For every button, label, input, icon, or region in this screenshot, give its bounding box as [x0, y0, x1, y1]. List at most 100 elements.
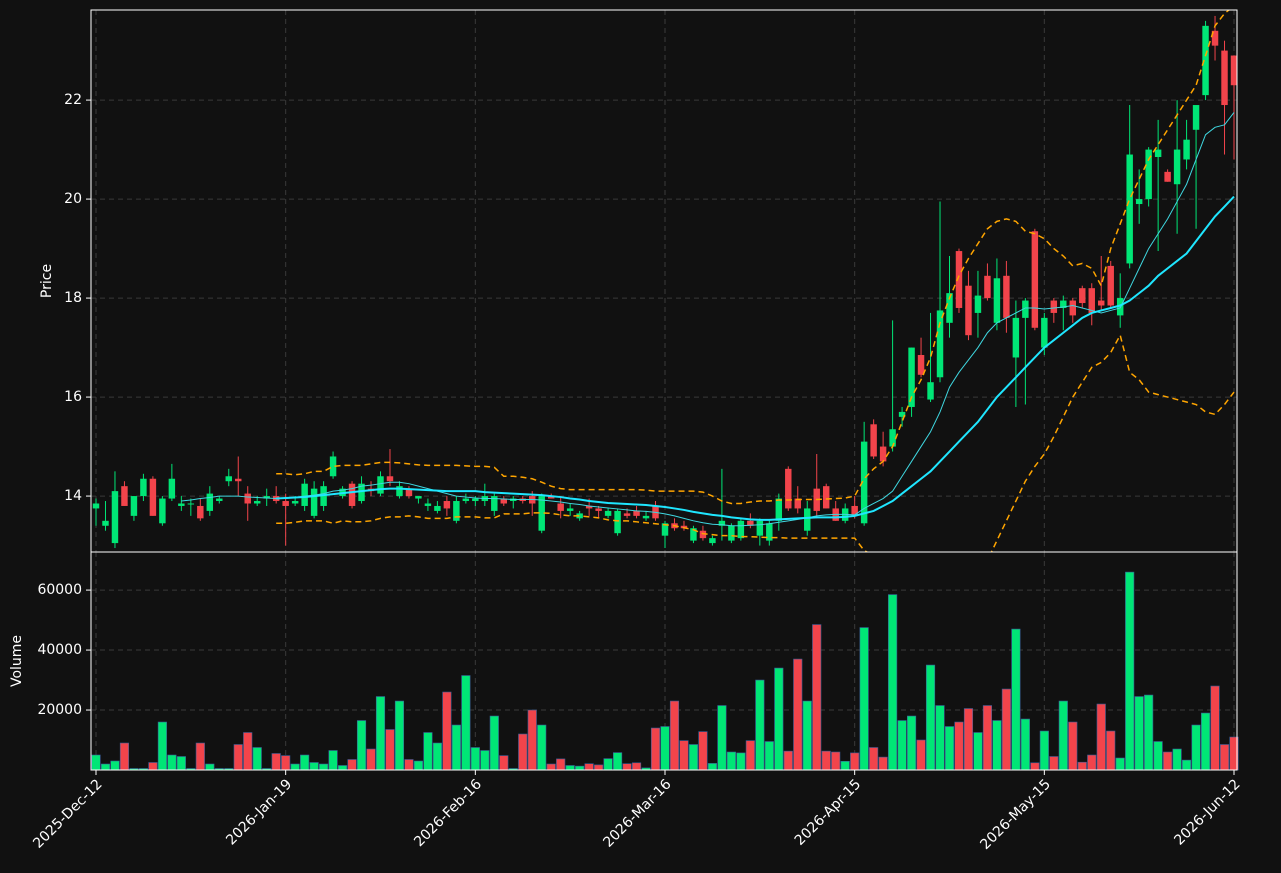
volume-bar — [603, 758, 613, 771]
volume-bar — [679, 740, 689, 771]
candle-body — [1060, 300, 1067, 308]
candle-body — [1088, 288, 1095, 313]
indicator-line — [276, 10, 1231, 505]
candle-body — [1079, 288, 1086, 304]
volume-bar — [774, 667, 784, 771]
volume-bar — [1153, 741, 1163, 771]
volume-bar — [631, 762, 642, 771]
volume-bar — [1087, 754, 1097, 771]
candle-body — [443, 501, 451, 509]
candle-body — [405, 488, 413, 497]
volume-bar — [110, 760, 120, 771]
volume-bar — [707, 763, 717, 771]
volume-bar — [167, 754, 177, 771]
volume-bar — [461, 675, 471, 771]
volume-bar — [906, 715, 917, 771]
candle-body — [1107, 265, 1114, 306]
y-tick-label: 14 — [64, 488, 82, 504]
candle-body — [766, 523, 773, 541]
candle-body — [291, 501, 299, 504]
volume-bar — [537, 724, 547, 771]
volume-bar — [717, 705, 727, 771]
volume-bar — [195, 742, 205, 771]
y-tick-label: 18 — [64, 290, 82, 306]
candle-body — [908, 347, 915, 407]
volume-bar — [575, 765, 585, 771]
candle-body — [936, 310, 944, 378]
volume-bar — [119, 742, 130, 771]
y-tick-label: 20 — [64, 191, 82, 207]
candle-body — [974, 295, 982, 313]
volume-bar — [821, 750, 831, 771]
candle-body — [216, 498, 223, 502]
volume-bar — [1200, 712, 1211, 771]
volume-bar — [973, 732, 983, 771]
candle-body — [434, 505, 441, 511]
volume-bar — [622, 763, 632, 771]
candle-body — [794, 498, 801, 509]
candle-body — [1211, 30, 1219, 46]
candle-body — [235, 478, 242, 482]
candle-body — [329, 456, 337, 477]
candle-body — [1116, 298, 1124, 316]
volume-bar — [954, 721, 964, 771]
candle-body — [822, 486, 830, 509]
candle-body — [149, 478, 157, 516]
volume-bar — [480, 750, 490, 771]
volume-bar — [1068, 721, 1078, 771]
volume-bar — [290, 763, 300, 771]
volume-bar — [859, 627, 869, 771]
volume-bar — [394, 700, 405, 771]
volume-bar — [328, 750, 338, 771]
candle-body — [1145, 149, 1152, 200]
volume-bar — [556, 758, 566, 771]
candle-body — [557, 503, 564, 511]
candle-body — [965, 285, 972, 336]
candle-body — [993, 278, 1001, 323]
y-tick-label: 22 — [64, 92, 82, 108]
y-tick-label: 20000 — [37, 702, 82, 718]
volume-bar — [489, 715, 499, 771]
volume-bar — [1144, 694, 1154, 771]
candle-body — [1003, 275, 1010, 318]
volume-bar — [925, 664, 936, 771]
indicator-line — [276, 195, 1235, 521]
indicator-line — [276, 333, 1235, 552]
candle-body — [348, 483, 356, 506]
volume-bar — [698, 731, 708, 771]
candle-body — [614, 510, 621, 534]
volume-bar — [442, 691, 452, 771]
volume-bar — [404, 759, 414, 771]
candle-body — [604, 510, 612, 516]
volume-bar — [309, 762, 319, 771]
volume-bar — [347, 759, 357, 771]
volume-bar — [1077, 761, 1087, 771]
candle-body — [633, 510, 640, 516]
volume-bar — [992, 720, 1002, 771]
candle-body — [860, 441, 868, 524]
candle-body — [1173, 149, 1181, 185]
candle-body — [1202, 25, 1209, 96]
candle-body — [870, 424, 877, 457]
candle-body — [737, 520, 745, 539]
volume-axis-label: Volume — [9, 635, 25, 687]
x-tick-label: 2026-May-15 — [977, 776, 1054, 853]
volume-bar — [613, 752, 623, 771]
y-tick-label: 16 — [64, 389, 82, 405]
candle-body — [585, 505, 593, 509]
volume-bar — [831, 751, 841, 771]
candle-body — [1135, 199, 1143, 205]
volume-bar — [840, 761, 850, 771]
candle-body — [301, 483, 308, 506]
candle-body — [263, 496, 270, 499]
volume-bar — [982, 705, 993, 771]
volume-bar — [233, 744, 243, 771]
candle-body — [889, 429, 896, 447]
candle-body — [500, 498, 508, 504]
candle-body — [121, 486, 128, 506]
price-axis-label: Price — [39, 264, 55, 298]
volume-frame — [90, 551, 1238, 771]
x-tick-label: 2025-Dec-12 — [30, 776, 105, 851]
volume-bar — [1191, 724, 1201, 771]
candle-body — [244, 493, 251, 504]
